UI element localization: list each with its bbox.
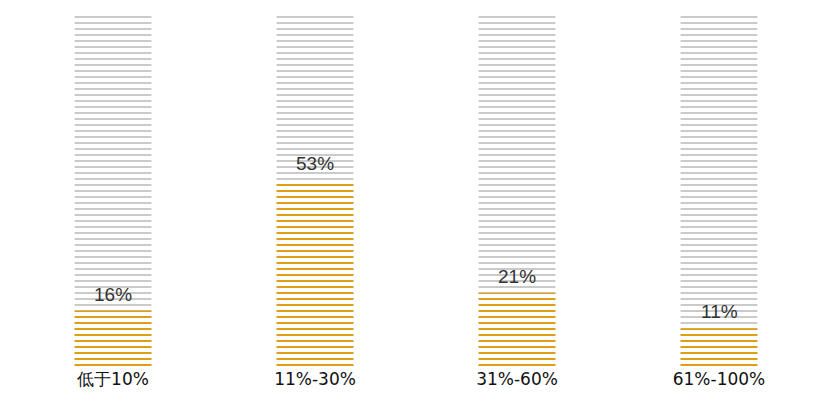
svg-text:16%: 16% [94,284,132,305]
svg-text:53%: 53% [296,153,334,174]
svg-text:21%: 21% [498,266,536,287]
svg-text:61%-100%: 61%-100% [673,369,766,389]
svg-text:11%: 11% [701,301,738,322]
svg-text:11%-30%: 11%-30% [274,369,356,389]
svg-text:31%-60%: 31%-60% [476,369,558,389]
svg-text:低于10%: 低于10% [77,369,149,389]
